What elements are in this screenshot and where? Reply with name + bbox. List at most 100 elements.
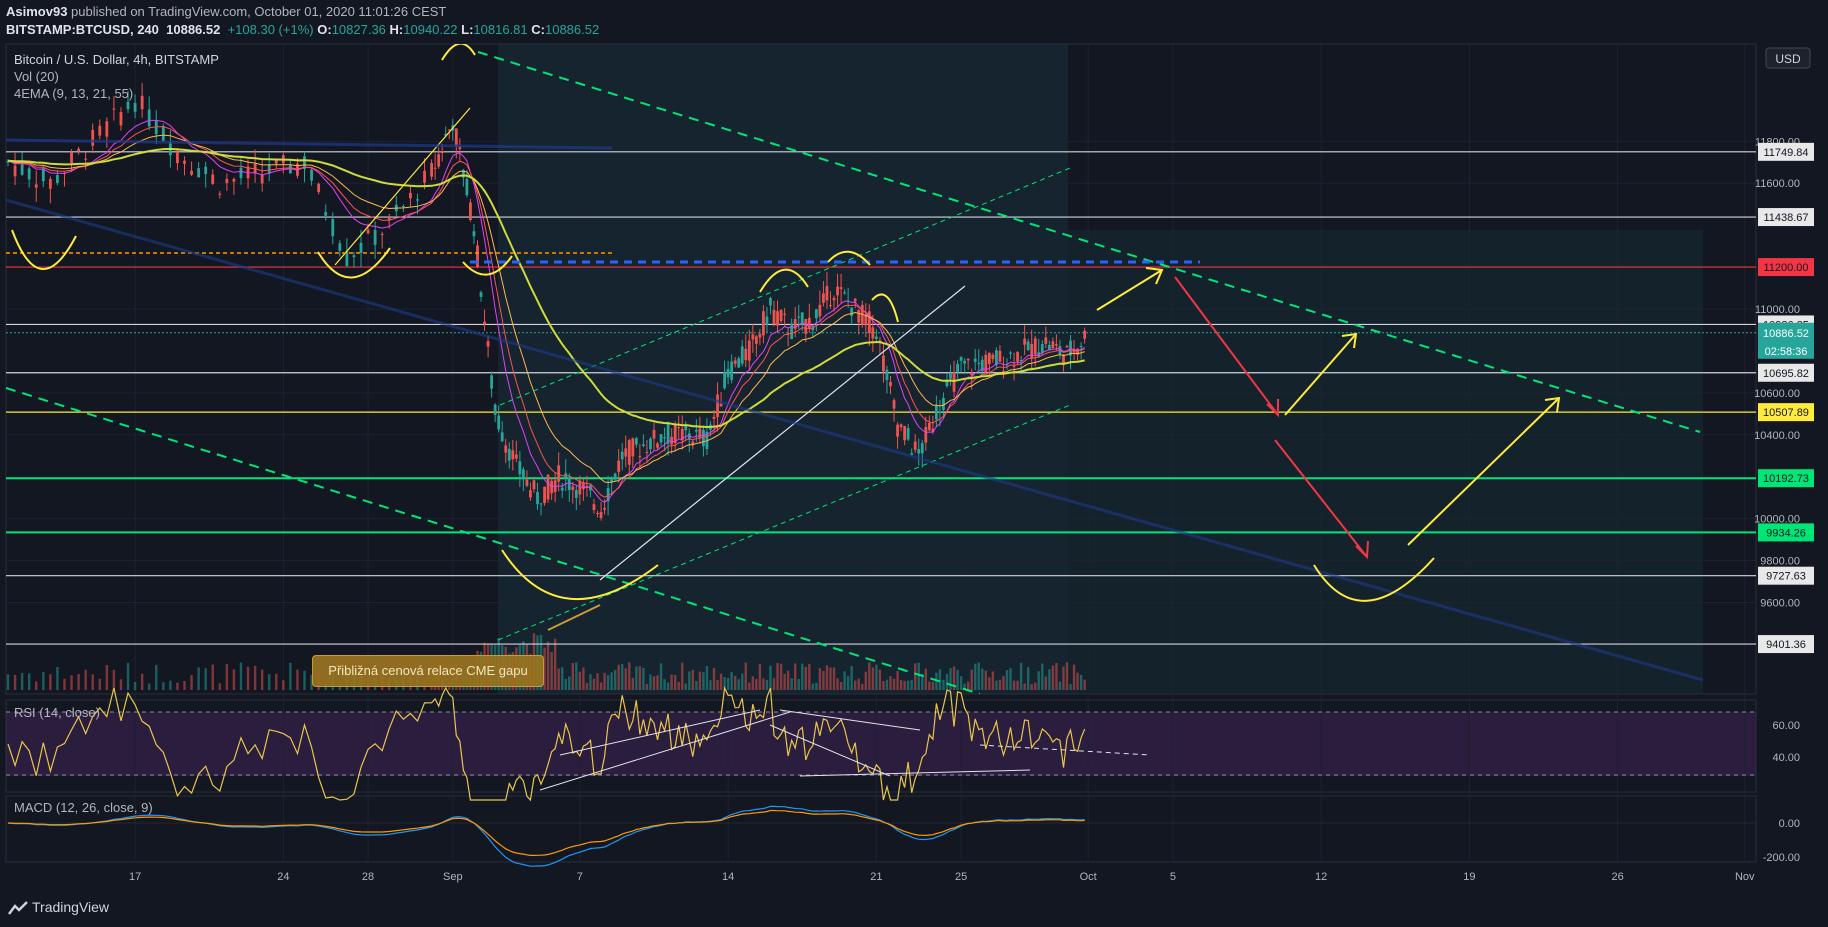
arrow-up-2[interactable]: [1284, 333, 1357, 416]
macd-tick-label: -200.00: [1763, 852, 1800, 864]
volume-bar: [691, 669, 695, 690]
volume-bar: [748, 682, 751, 690]
candle-body: [818, 304, 822, 317]
candle-body: [1016, 351, 1019, 362]
volume-bar: [1016, 680, 1019, 690]
volume-bar: [741, 673, 744, 690]
candle-body: [1002, 370, 1005, 372]
arrow-down-2[interactable]: [1274, 439, 1368, 558]
currency-button[interactable]: [1765, 47, 1811, 69]
volume-bar: [914, 663, 917, 690]
volume-bar: [1037, 671, 1040, 690]
volume-bar: [1069, 683, 1072, 690]
candle-body: [634, 438, 638, 445]
rsi-tick-label: 60.00: [1772, 720, 1800, 732]
volume-bar: [296, 669, 299, 690]
volume-bar: [988, 677, 991, 690]
candle-body: [642, 444, 645, 446]
candle-body: [903, 426, 907, 441]
candle-body: [663, 437, 666, 439]
volume-bar: [599, 682, 603, 690]
volume-bar: [610, 672, 613, 690]
candle-body: [892, 400, 896, 409]
macd-pane[interactable]: [5, 795, 1757, 863]
candle-body: [183, 160, 186, 164]
candle-body: [934, 405, 938, 420]
volume-bar: [628, 662, 631, 690]
candle-body: [620, 451, 624, 460]
rsi-drawings[interactable]: [539, 709, 1151, 791]
rsi-trend-2: [559, 709, 761, 756]
volume-bar: [126, 662, 130, 690]
candle-body: [514, 454, 518, 459]
candle-body: [317, 183, 321, 192]
legend-ema: 4EMA (9, 13, 21, 55): [14, 86, 133, 101]
volume-bar: [162, 682, 165, 690]
signal-path: [7, 809, 1085, 856]
time-axis[interactable]: 17 24 28 Sep 7 14 21 25 Oct 5 12 19 26 Nov: [129, 871, 1755, 883]
volume-bar: [571, 663, 574, 690]
arrow-up-1[interactable]: [1096, 269, 1163, 311]
price-axis[interactable]: 9600.00 9800.00 10000.00 10400.00 10600.00 11…: [1754, 136, 1814, 864]
volume-bar: [829, 667, 832, 690]
horizontal-levels: [6, 151, 1756, 645]
candle-body: [126, 101, 130, 110]
candle-body: [956, 363, 959, 373]
volume-bar: [70, 675, 73, 690]
candle-body: [843, 292, 847, 294]
downtrend-line-upper[interactable]: [477, 51, 1701, 433]
candle-body: [490, 375, 494, 389]
candle-body: [882, 355, 885, 372]
candle-body: [444, 133, 448, 136]
candle-body: [638, 456, 642, 458]
tradingview-logo[interactable]: TradingView: [8, 899, 109, 915]
candle-body: [694, 430, 698, 432]
candle-body: [401, 206, 405, 208]
yellow-trend-line[interactable]: [334, 107, 471, 266]
channel-lower[interactable]: [497, 404, 1071, 641]
candle-body: [769, 297, 772, 306]
candle-body: [606, 488, 610, 502]
macd-path: [7, 805, 1085, 867]
time-tick-label: Sep: [443, 871, 463, 883]
candle-body: [786, 333, 790, 335]
volume-bar: [575, 662, 578, 690]
candle-body: [387, 217, 391, 220]
candle-body: [447, 129, 451, 131]
arc-top: [441, 44, 476, 61]
candle-body: [984, 354, 988, 373]
drawings[interactable]: [6, 44, 1704, 694]
volume-bar: [695, 681, 698, 690]
candle-body: [751, 334, 755, 340]
blue-trend-1: [6, 138, 613, 150]
volume-bar: [906, 680, 910, 690]
price-tick-label: 11600.00: [1755, 178, 1800, 190]
downtrend-line-lower[interactable]: [6, 387, 981, 694]
time-tick-label: 7: [577, 871, 583, 883]
arrow-up-3[interactable]: [1407, 397, 1560, 546]
low-label: L:: [461, 22, 474, 37]
candle-body: [673, 424, 677, 444]
candle-body: [472, 231, 476, 237]
arrow-down-1[interactable]: [1174, 276, 1279, 416]
volume-bar: [688, 671, 691, 690]
candle-body: [211, 174, 215, 184]
price-change: +108.30 (+1%): [227, 22, 314, 37]
candle-body: [423, 170, 426, 183]
rsi-path: [7, 685, 1086, 802]
macd-tick-label: 0.00: [1779, 818, 1800, 830]
volume-bar: [811, 683, 815, 690]
candle-body: [797, 316, 801, 318]
candle-body: [324, 211, 328, 216]
white-trend-line[interactable]: [599, 285, 966, 581]
volume-bar: [133, 682, 137, 690]
candle-body: [112, 108, 116, 110]
candle-body: [232, 179, 236, 182]
author-name[interactable]: Asimov93: [6, 4, 68, 19]
cme-note-callout[interactable]: Přibližná cenová relace CME gapu: [312, 655, 544, 687]
candle-body: [91, 129, 95, 146]
candle-body: [84, 158, 88, 160]
rsi-band: [6, 712, 1756, 776]
volume-bar: [818, 668, 822, 690]
